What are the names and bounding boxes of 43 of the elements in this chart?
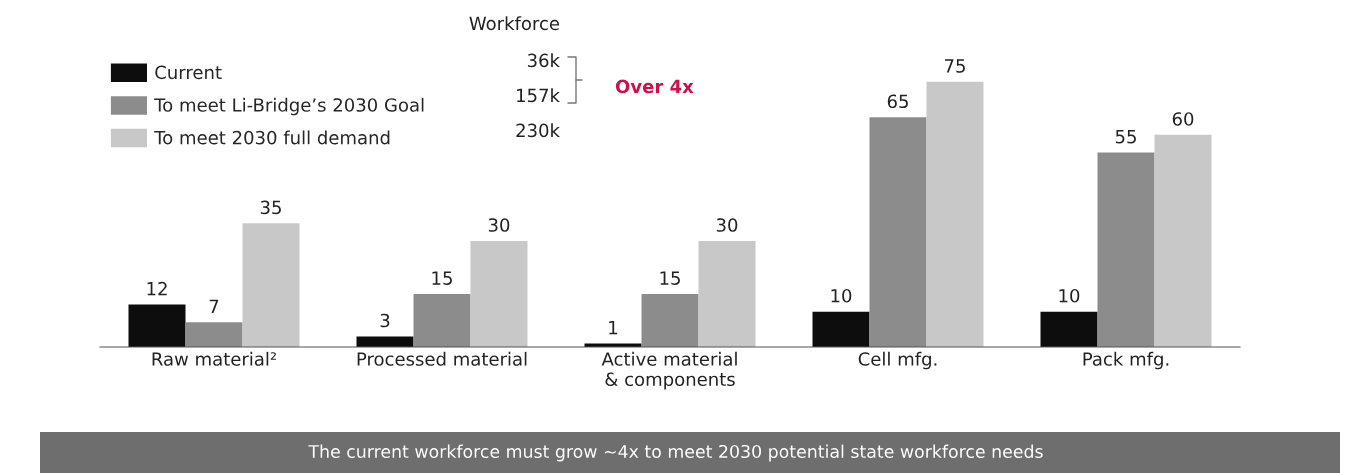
annotation: 230k — [516, 123, 560, 138]
bar — [812, 311, 870, 347]
bar — [413, 293, 471, 347]
bar — [641, 293, 699, 347]
bar — [470, 240, 528, 347]
bar — [1154, 134, 1212, 347]
data-label: 30 — [716, 218, 738, 232]
data-label: 55 — [1115, 130, 1136, 144]
data-label: 7 — [209, 299, 219, 313]
legend-label: To meet 2030 full demand — [154, 130, 390, 145]
data-label: 35 — [260, 200, 281, 215]
annotation: 157k — [517, 88, 560, 103]
x-tick-label: Cell mfg. — [858, 351, 937, 370]
data-label: 65 — [887, 94, 908, 109]
bar — [128, 304, 186, 347]
bar — [356, 336, 414, 347]
data-label: 15 — [432, 271, 452, 285]
text: Workforce — [469, 16, 560, 31]
data-label: 60 — [1172, 112, 1194, 126]
text: The current workforce must grow ~4x to meet 2030 potential state workforce needs — [308, 444, 1043, 462]
x-tick-label: Active material & components — [601, 351, 737, 390]
bar — [698, 240, 756, 347]
x-tick-label: Raw material² — [152, 351, 277, 366]
bar — [185, 322, 243, 347]
legend-label: To meet Li-Bridge’s 2030 Goal — [154, 97, 424, 116]
data-label: 10 — [1059, 288, 1080, 303]
data-label: 10 — [831, 288, 852, 303]
bar — [1097, 152, 1155, 347]
data-label: 75 — [944, 59, 965, 73]
bar — [1040, 311, 1098, 347]
data-label: 30 — [488, 218, 510, 232]
legend-label: Current — [155, 65, 222, 80]
annotation: Over 4x — [615, 79, 694, 94]
bar — [926, 81, 984, 347]
bar — [869, 117, 927, 347]
text: 36k — [527, 53, 560, 68]
data-label: 1 — [609, 320, 618, 335]
bar — [242, 223, 300, 347]
data-label: 3 — [380, 313, 390, 328]
x-tick-label: Pack mfg. — [1083, 351, 1169, 370]
data-label: 15 — [660, 271, 680, 285]
data-label: 12 — [147, 281, 167, 296]
x-tick-label: Processed material — [357, 351, 527, 366]
